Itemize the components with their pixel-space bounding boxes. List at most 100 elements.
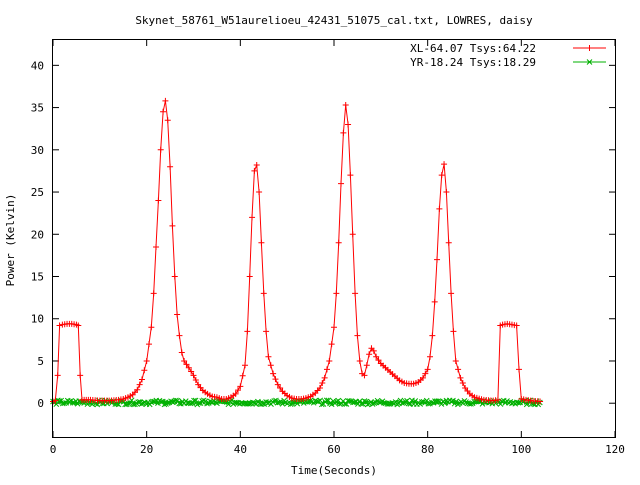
series-xl-point — [277, 385, 284, 392]
series-yr-point — [369, 401, 376, 407]
plot-frame — [52, 39, 616, 438]
series-yr-point — [176, 400, 183, 407]
series-xl-point — [338, 180, 345, 187]
series-yr-point — [274, 399, 281, 406]
series-xl-point — [244, 328, 251, 335]
series-xl-point — [253, 162, 260, 169]
series-yr-point — [428, 399, 435, 406]
series-yr-point — [135, 399, 142, 405]
series-xl-point — [146, 341, 153, 348]
series-xl-point — [75, 322, 82, 329]
series-yr-point — [425, 400, 432, 407]
series-xl-point — [274, 381, 281, 388]
series-xl-point — [370, 347, 377, 354]
series-xl-point — [143, 357, 150, 364]
series-xl-point — [141, 367, 148, 374]
legend-label-xl: XL-64.07 Tsys:64.22 — [410, 42, 536, 55]
chart-title: Skynet_58761_W51aurelioeu_42431_51075_ca… — [135, 14, 533, 27]
series-xl-point — [431, 298, 438, 305]
axis-ticks: 0 20 40 60 80 100 120 0 5 10 15 20 25 30 35 40 — [31, 40, 625, 456]
series-xl-point — [138, 376, 145, 383]
series-xl-point — [183, 361, 190, 368]
series-xl-point — [157, 146, 164, 153]
series-xl-point — [452, 357, 459, 364]
series-yr-point — [294, 400, 301, 407]
series-xl-point — [513, 322, 520, 329]
series-yr-point — [453, 398, 460, 405]
x-tick-label: 20 — [140, 443, 153, 456]
series-xl-point — [347, 172, 354, 179]
series-xl-point — [422, 370, 429, 377]
series-xl-point — [373, 353, 380, 360]
series-yr-point — [264, 400, 271, 406]
series-xl-point — [455, 366, 462, 373]
series-xl-point — [340, 129, 347, 136]
series-xl-point — [333, 290, 340, 297]
series-xl-point — [148, 324, 155, 331]
series-yr-point — [399, 400, 405, 406]
series-yr — [50, 397, 543, 408]
series-xl-point — [361, 372, 368, 379]
series-yr-point — [138, 401, 145, 407]
series-xl-point — [188, 368, 195, 375]
series-xl-point — [237, 383, 244, 390]
series-yr-point — [196, 400, 202, 406]
series-xl-point — [429, 332, 436, 339]
series-xl-point — [448, 290, 455, 297]
series-yr-point — [246, 400, 253, 407]
series-yr-point — [61, 400, 68, 407]
series-xl-point — [441, 161, 448, 168]
series-yr-point — [363, 398, 369, 405]
plot-area — [50, 97, 544, 408]
series-xl-point — [169, 222, 176, 229]
series-xl-point — [436, 205, 443, 212]
series-yr-point — [327, 400, 333, 407]
legend-marker-xl — [586, 45, 593, 51]
series-yr-point — [356, 398, 363, 405]
series-yr-point — [397, 397, 404, 404]
x-tick-label: 40 — [234, 443, 247, 456]
series-xl-point — [345, 121, 352, 128]
series-yr-point — [328, 401, 335, 408]
y-tick-label: 0 — [37, 397, 44, 410]
series-xl-point — [249, 214, 256, 221]
series-xl-point — [164, 117, 171, 124]
series-xl-point — [457, 374, 464, 381]
y-axis-label: Power (Kelvin) — [4, 194, 17, 287]
series-yr-point — [159, 398, 166, 405]
series-yr-point — [389, 399, 396, 406]
x-tick-label: 80 — [421, 443, 434, 456]
series-yr-point — [386, 401, 392, 407]
series-xl-point — [181, 357, 188, 364]
series-yr-point — [164, 400, 171, 406]
y-tick-label: 5 — [37, 355, 44, 368]
series-xl-point — [445, 239, 452, 246]
series-xl-point — [349, 231, 356, 238]
series-yr-point — [276, 399, 283, 406]
series-yr-point — [150, 398, 156, 405]
series-yr-point — [127, 400, 133, 407]
series-xl-point — [272, 376, 279, 383]
series-xl-point — [326, 357, 333, 364]
series-xl-point — [537, 398, 544, 405]
series-yr-point — [161, 401, 168, 408]
series-xl-point — [153, 243, 160, 250]
series-yr-point — [132, 401, 138, 408]
series-xl-point — [331, 324, 337, 331]
series-xl-point — [134, 386, 141, 393]
series-xl-point — [419, 374, 426, 381]
legend: XL-64.07 Tsys:64.22 YR-18.24 Tsys:18.29 — [410, 42, 606, 69]
series-xl-point — [354, 332, 361, 339]
series-xl-point — [136, 381, 143, 388]
x-axis-label: Time(Seconds) — [291, 464, 377, 477]
x-tick-label: 0 — [50, 443, 57, 456]
series-yr-point — [287, 401, 294, 408]
series-yr-point — [225, 401, 232, 408]
series-xl-point — [155, 197, 162, 204]
series-yr-point — [314, 398, 320, 405]
series-xl-point — [258, 239, 265, 246]
x-tick-label: 60 — [327, 443, 340, 456]
series-xl-point — [56, 322, 63, 329]
series-xl-point — [438, 172, 445, 179]
series-xl-point — [321, 374, 328, 381]
